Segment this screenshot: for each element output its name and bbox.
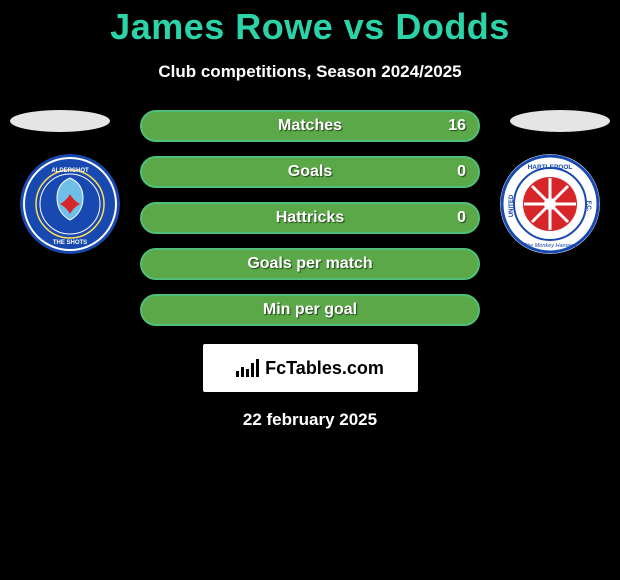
stat-rows: Matches 16 Goals 0 Hattricks 0 Goals per… — [140, 110, 480, 326]
svg-text:UNITED: UNITED — [509, 194, 515, 217]
fctables-logo[interactable]: FcTables.com — [203, 344, 418, 392]
stat-right-value: 16 — [448, 117, 466, 135]
comparison-area: ALDERSHOT THE SHOTS HARTLEPOOL The Monke… — [0, 110, 620, 430]
subtitle: Club competitions, Season 2024/2025 — [0, 62, 620, 82]
stat-label: Goals per match — [142, 255, 478, 273]
stat-label: Matches — [142, 117, 478, 135]
stat-row-matches: Matches 16 — [140, 110, 480, 142]
svg-text:HARTLEPOOL: HARTLEPOOL — [528, 164, 573, 171]
stat-row-hattricks: Hattricks 0 — [140, 202, 480, 234]
page-title: James Rowe vs Dodds — [0, 0, 620, 48]
svg-text:F.C.: F.C. — [585, 201, 591, 212]
club-badge-left: ALDERSHOT THE SHOTS — [20, 154, 120, 254]
svg-text:The Monkey Hangers: The Monkey Hangers — [524, 243, 577, 249]
hartlepool-crest-icon: HARTLEPOOL The Monkey Hangers UNITED F.C… — [500, 154, 600, 254]
bar-chart-icon — [236, 359, 259, 377]
stat-label: Goals — [142, 163, 478, 181]
fctables-logo-text: FcTables.com — [265, 358, 384, 379]
stat-label: Hattricks — [142, 209, 478, 227]
stat-label: Min per goal — [142, 301, 478, 319]
player-slot-right — [510, 110, 610, 132]
stat-right-value: 0 — [457, 163, 466, 181]
stat-row-goals-per-match: Goals per match — [140, 248, 480, 280]
stat-right-value: 0 — [457, 209, 466, 227]
aldershot-crest-icon: ALDERSHOT THE SHOTS — [20, 154, 120, 254]
club-badge-right: HARTLEPOOL The Monkey Hangers UNITED F.C… — [500, 154, 600, 254]
date-line: 22 february 2025 — [0, 410, 620, 430]
svg-text:THE SHOTS: THE SHOTS — [53, 240, 87, 246]
stat-row-min-per-goal: Min per goal — [140, 294, 480, 326]
player-slot-left — [10, 110, 110, 132]
stat-row-goals: Goals 0 — [140, 156, 480, 188]
svg-text:ALDERSHOT: ALDERSHOT — [51, 168, 89, 174]
